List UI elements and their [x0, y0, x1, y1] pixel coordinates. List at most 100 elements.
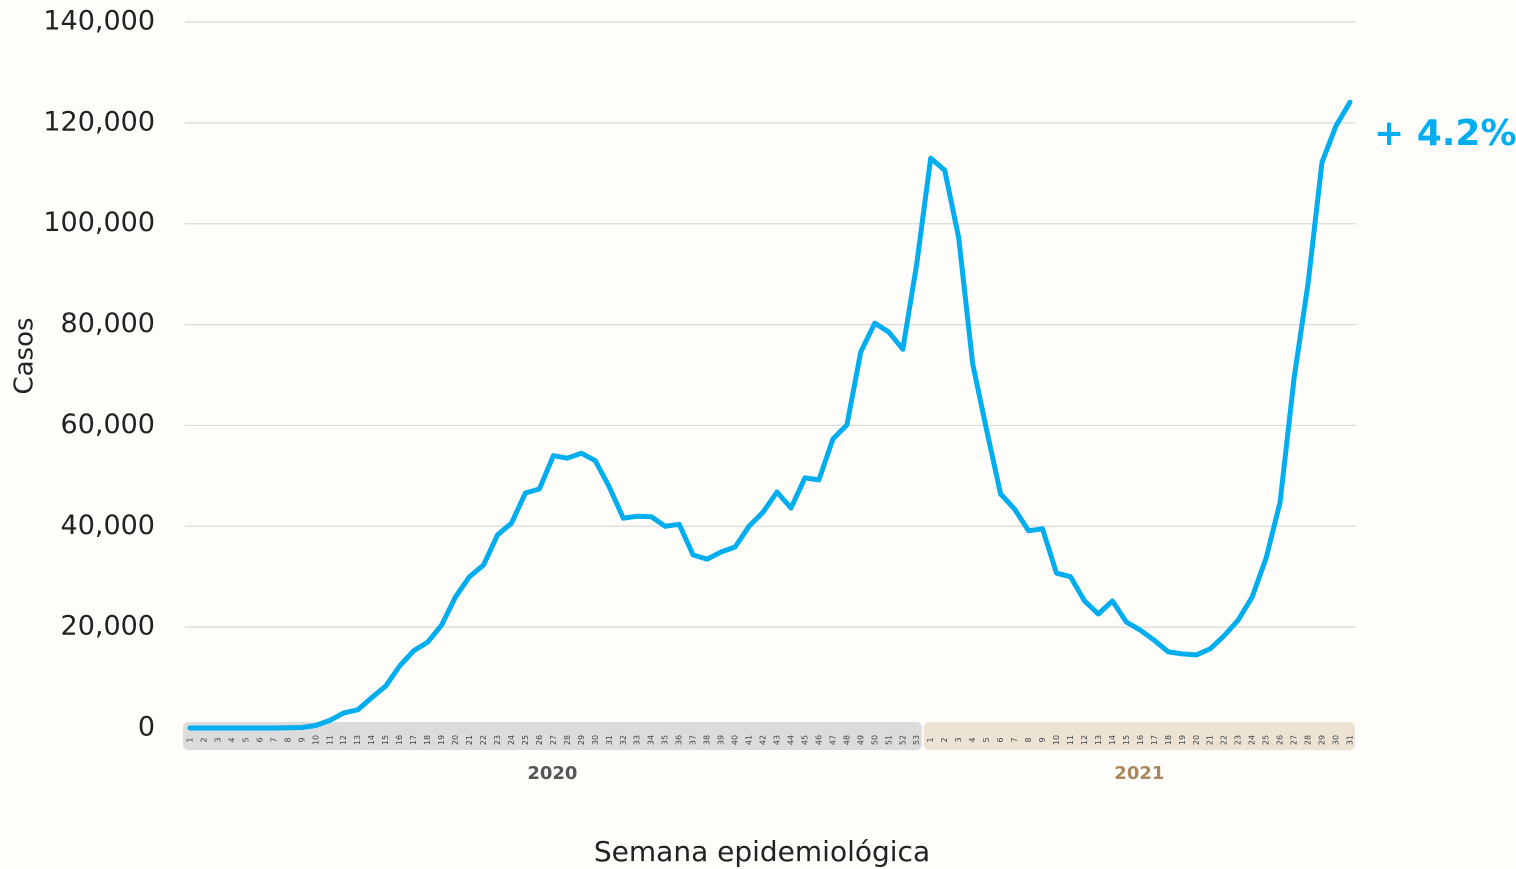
x-tick-label: 50 — [870, 735, 879, 745]
x-tick-label: 30 — [591, 735, 600, 745]
x-tick-label: 20 — [1192, 735, 1201, 745]
x-tick-label: 33 — [633, 735, 642, 745]
group-label: 2021 — [1114, 763, 1164, 784]
x-tick-label: 7 — [269, 737, 278, 742]
x-axis-label: Semana epidemiológica — [594, 835, 930, 868]
x-tick-label: 42 — [759, 735, 768, 745]
x-tick-label: 28 — [1304, 735, 1313, 745]
x-tick-label: 51 — [884, 735, 893, 745]
x-tick-label: 8 — [283, 737, 292, 742]
x-tick-label: 5 — [982, 737, 991, 742]
x-tick-label: 25 — [521, 735, 530, 745]
x-tick-label: 22 — [479, 735, 488, 745]
x-tick-label: 3 — [213, 737, 222, 742]
x-tick-label: 17 — [409, 735, 418, 745]
x-tick-label: 4 — [227, 737, 236, 742]
x-tick-label: 31 — [1346, 735, 1355, 745]
x-tick-label: 14 — [367, 735, 376, 745]
x-tick-label: 2 — [199, 737, 208, 742]
y-tick-label: 60,000 — [61, 409, 155, 440]
x-tick-label: 25 — [1262, 735, 1271, 745]
group-label: 2020 — [527, 763, 577, 784]
x-tick-label: 23 — [1234, 735, 1243, 745]
x-tick-label: 5 — [241, 737, 250, 742]
x-tick-label: 23 — [493, 735, 502, 745]
x-tick-label: 9 — [1038, 737, 1047, 742]
x-tick-label: 20 — [451, 735, 460, 745]
x-tick-label: 37 — [689, 735, 698, 745]
x-tick-label: 35 — [661, 735, 670, 745]
x-tick-label: 24 — [1248, 735, 1257, 745]
x-tick-label: 18 — [423, 735, 432, 745]
x-tick-label: 27 — [1290, 735, 1299, 745]
y-tick-label: 0 — [138, 712, 155, 743]
x-tick-label: 17 — [1150, 735, 1159, 745]
x-tick-label: 43 — [772, 735, 781, 745]
x-tick-label: 34 — [647, 735, 656, 745]
y-tick-label: 80,000 — [61, 308, 155, 339]
annotation: + 4.2% — [1374, 113, 1516, 154]
x-tick-label: 16 — [1136, 735, 1145, 745]
x-tick-label: 9 — [297, 737, 306, 742]
x-tick-label: 18 — [1164, 735, 1173, 745]
y-tick-label: 120,000 — [43, 106, 155, 137]
x-tick-label: 26 — [535, 735, 544, 745]
x-tick-label: 39 — [717, 735, 726, 745]
x-tick-label: 11 — [1066, 735, 1075, 745]
x-tick-label: 47 — [828, 735, 837, 745]
x-tick-label: 49 — [856, 735, 865, 745]
x-tick-label: 36 — [675, 735, 684, 745]
x-tick-label: 12 — [339, 735, 348, 745]
x-tick-label: 8 — [1024, 737, 1033, 742]
x-tick-label: 7 — [1010, 737, 1019, 742]
y-tick-label: 20,000 — [61, 611, 155, 642]
y-tick-label: 140,000 — [43, 6, 155, 37]
x-tick-label: 11 — [325, 735, 334, 745]
x-tick-label: 29 — [1318, 735, 1327, 745]
x-tick-label: 21 — [465, 735, 474, 745]
x-tick-label: 30 — [1332, 735, 1341, 745]
x-tick-label: 24 — [507, 735, 516, 745]
x-tick-label: 46 — [814, 735, 823, 745]
x-tick-label: 31 — [605, 735, 614, 745]
x-tick-label: 52 — [898, 735, 907, 745]
x-tick-label: 22 — [1220, 735, 1229, 745]
x-tick-label: 26 — [1276, 735, 1285, 745]
x-tick-label: 19 — [437, 735, 446, 745]
x-tick-label: 32 — [619, 735, 628, 745]
x-tick-label: 1 — [186, 737, 195, 742]
x-tick-label: 3 — [954, 737, 963, 742]
y-tick-label: 40,000 — [61, 510, 155, 541]
x-tick-label: 13 — [353, 735, 362, 745]
x-tick-label: 27 — [549, 735, 558, 745]
x-tick-label: 38 — [703, 735, 712, 745]
group-band — [183, 722, 922, 750]
x-tick-label: 45 — [800, 735, 809, 745]
x-tick-label: 48 — [842, 735, 851, 745]
x-tick-label: 6 — [255, 737, 264, 742]
x-tick-label: 15 — [1122, 735, 1131, 745]
y-tick-label: 100,000 — [43, 207, 155, 238]
x-tick-label: 12 — [1080, 735, 1089, 745]
x-tick-label: 10 — [1052, 735, 1061, 745]
x-tick-label: 6 — [996, 737, 1005, 742]
x-tick-label: 28 — [563, 735, 572, 745]
y-axis-label: Casos — [10, 317, 40, 394]
x-tick-label: 53 — [912, 735, 921, 745]
x-tick-label: 10 — [311, 735, 320, 745]
x-tick-label: 2 — [940, 737, 949, 742]
x-tick-label: 1 — [926, 737, 935, 742]
x-tick-label: 14 — [1108, 735, 1117, 745]
x-tick-label: 41 — [745, 735, 754, 745]
x-tick-label: 29 — [577, 735, 586, 745]
x-tick-label: 40 — [731, 735, 740, 745]
x-tick-label: 15 — [381, 735, 390, 745]
group-band — [923, 722, 1355, 750]
x-tick-label: 21 — [1206, 735, 1215, 745]
x-tick-label: 44 — [786, 735, 795, 745]
x-tick-label: 4 — [968, 737, 977, 742]
x-tick-label: 13 — [1094, 735, 1103, 745]
data-line — [187, 99, 1353, 731]
x-tick-label: 19 — [1178, 735, 1187, 745]
